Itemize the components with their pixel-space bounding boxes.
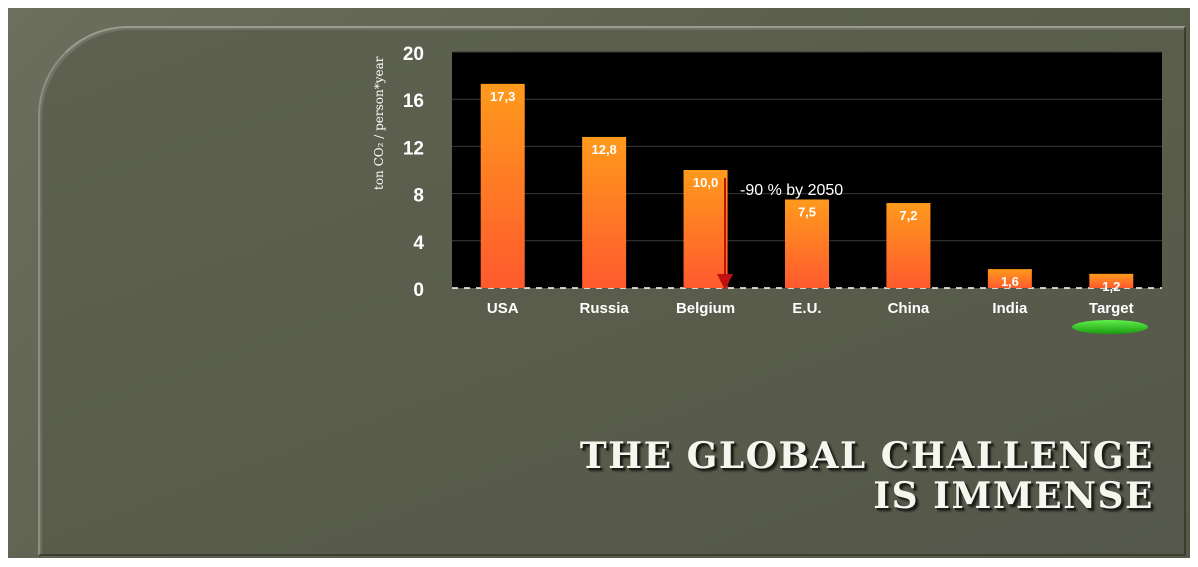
bars [480, 83, 1134, 288]
value-labels: 17,3 12,8 10,0 7,5 7,2 1,6 1,2 [490, 89, 1120, 294]
slide-title: THE GLOBAL CHALLENGE IS IMMENSE [580, 436, 1154, 516]
x-tick-label: Belgium [676, 300, 735, 317]
y-tick-label: 12 [403, 138, 424, 159]
bar-china [886, 203, 931, 288]
y-axis-ticks: 0 4 8 12 16 20 [403, 44, 425, 301]
slide-title-line-2: IS IMMENSE [873, 475, 1154, 517]
x-tick-label: China [888, 300, 930, 317]
x-tick-label: USA [487, 300, 519, 317]
bar-russia [582, 136, 627, 288]
y-axis-title: ton CO₂ / person*year [372, 56, 386, 190]
annotation-label: -90 % by 2050 [740, 182, 843, 199]
bar-india [987, 269, 1032, 288]
y-tick-label: 8 [413, 186, 424, 207]
data-label: 7,2 [899, 208, 917, 223]
x-tick-label: India [992, 300, 1028, 317]
bar-belgium [683, 170, 728, 288]
data-label: 7,5 [798, 205, 816, 220]
x-axis-labels: USA Russia Belgium E.U. China India Target [487, 300, 1134, 317]
data-label: 17,3 [490, 89, 515, 104]
data-label: 12,8 [591, 142, 616, 157]
y-tick-label: 4 [413, 233, 424, 254]
y-tick-label: 20 [403, 44, 424, 65]
bar-usa [480, 83, 525, 288]
x-tick-label: Target [1089, 300, 1134, 317]
x-tick-label: Russia [580, 300, 630, 317]
y-tick-label: 0 [413, 280, 424, 301]
data-label: 1,6 [1001, 274, 1019, 289]
data-label: 1,2 [1102, 279, 1120, 294]
bar-target [1089, 273, 1134, 288]
slide-title-line-1: THE GLOBAL CHALLENGE [579, 435, 1154, 477]
y-tick-label: 16 [403, 91, 424, 112]
target-highlight-marker [1072, 320, 1148, 334]
bar-eu [785, 199, 829, 288]
x-tick-label: E.U. [792, 300, 821, 317]
data-label: 10,0 [693, 175, 718, 190]
